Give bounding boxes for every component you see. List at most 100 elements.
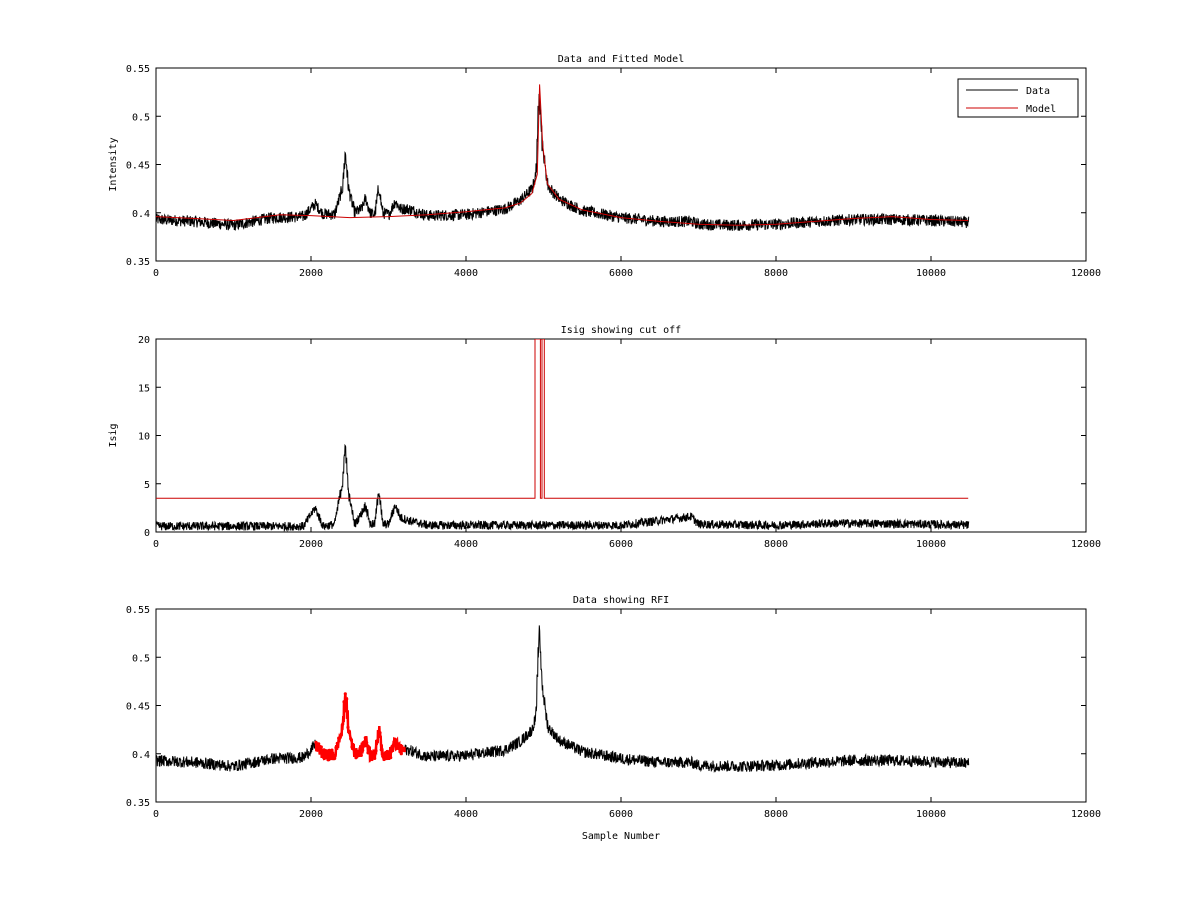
y-tick-label: 15 (138, 383, 150, 394)
x-tick-label: 8000 (764, 809, 788, 820)
highlight-line (314, 693, 406, 764)
legend-box (957, 78, 1079, 118)
y-tick-label: 0.35 (126, 257, 150, 268)
y-tick-label: 0.35 (126, 798, 150, 809)
chart-title: Data and Fitted Model (558, 54, 684, 65)
highlight-point (351, 747, 355, 751)
y-tick-label: 0.5 (132, 653, 150, 664)
highlight-point (333, 756, 337, 761)
series-group (156, 339, 970, 532)
x-axis-label: Sample Number (582, 831, 660, 842)
plot-area (155, 67, 1087, 262)
y-tick-label: 0.4 (132, 209, 150, 220)
series-group (156, 625, 970, 774)
highlight-point (370, 757, 374, 762)
series-line-data (156, 93, 970, 231)
highlight-point (323, 752, 327, 757)
panels: Data and Fitted Model 0 2000 4000 6000 8000 10… (108, 54, 1101, 842)
highlight-point (394, 747, 398, 751)
series-group (156, 84, 970, 231)
plot-area (155, 338, 1087, 533)
highlight-point (359, 753, 363, 758)
series-line-model (156, 84, 969, 226)
x-tick-label: 6000 (609, 809, 633, 820)
x-tick-label: 12000 (1071, 809, 1101, 820)
highlight-point (397, 742, 401, 746)
highlight-point (347, 731, 351, 735)
highlight-point (361, 748, 365, 752)
highlight-point (317, 742, 321, 746)
highlight-point (346, 725, 350, 730)
x-tick-label: 8000 (764, 539, 788, 550)
highlight-point (365, 741, 369, 745)
highlight-point (335, 741, 339, 745)
highlight-point (393, 737, 397, 741)
series-line-series-2 (156, 339, 969, 499)
highlight-point (329, 751, 333, 756)
highlight-point (366, 751, 370, 755)
highlight-point (367, 746, 371, 750)
highlight-point (342, 700, 346, 704)
series-line-series-1 (156, 625, 970, 774)
x-tick-label: 0 (153, 268, 159, 279)
highlight-point (363, 736, 367, 740)
highlight-point (349, 737, 353, 741)
highlight-point (386, 750, 390, 754)
highlight-point (381, 754, 385, 758)
x-tick-label: 2000 (299, 268, 323, 279)
y-tick-label: 0.5 (132, 112, 150, 123)
panel-3: Data showing RFI 0 2000 4000 6000 8000 10000 12… (126, 595, 1101, 842)
x-tick-label: 10000 (916, 809, 946, 820)
highlight-point (330, 748, 334, 752)
highlight-point (343, 692, 347, 696)
x-tick-label: 8000 (764, 268, 788, 279)
series-line-series-1 (156, 443, 970, 532)
highlight-point (402, 747, 406, 751)
x-tick-label: 4000 (454, 809, 478, 820)
highlight-point (362, 740, 366, 744)
chart-title: Data showing RFI (573, 595, 669, 606)
x-tick-label: 10000 (916, 539, 946, 550)
highlight-point (314, 740, 318, 744)
highlight-point (339, 733, 343, 737)
panel-1: Data and Fitted Model 0 2000 4000 6000 8000 10… (108, 54, 1101, 279)
y-tick-label: 20 (138, 335, 150, 346)
y-tick-label: 10 (138, 432, 150, 443)
highlight-point (389, 756, 393, 760)
highlight-point (399, 752, 403, 756)
highlight-point (354, 756, 358, 760)
y-tick-label: 0.55 (126, 605, 150, 616)
legend-label: Model (1026, 104, 1056, 115)
y-axis-label: Intensity (108, 137, 119, 191)
highlight-point (319, 745, 323, 749)
x-tick-label: 12000 (1071, 268, 1101, 279)
highlight-point (385, 756, 389, 761)
x-tick-label: 10000 (916, 268, 946, 279)
x-tick-label: 6000 (609, 539, 633, 550)
y-tick-label: 5 (144, 480, 150, 491)
highlight-point (322, 748, 326, 752)
highlight-point (341, 722, 345, 726)
y-tick-label: 0.45 (126, 702, 150, 713)
legend: Data Model (957, 78, 1079, 118)
y-tick-label: 0.4 (132, 750, 150, 761)
x-tick-label: 2000 (299, 809, 323, 820)
y-tick-label: 0.45 (126, 161, 150, 172)
highlight-point (374, 749, 378, 753)
y-tick-label: 0.55 (126, 64, 150, 75)
legend-label: Data (1026, 86, 1050, 97)
highlight-point (382, 757, 386, 762)
highlight-point (383, 751, 387, 755)
chart-title: Isig showing cut off (561, 325, 681, 336)
highlight-point (377, 734, 381, 739)
x-tick-label: 0 (153, 539, 159, 550)
highlight-point (391, 744, 395, 749)
highlight-point (378, 731, 382, 735)
y-axis-label: Isig (108, 423, 119, 447)
x-tick-label: 4000 (454, 268, 478, 279)
highlight-point (371, 750, 375, 754)
highlight-point (379, 748, 383, 752)
highlight-point (369, 750, 373, 754)
